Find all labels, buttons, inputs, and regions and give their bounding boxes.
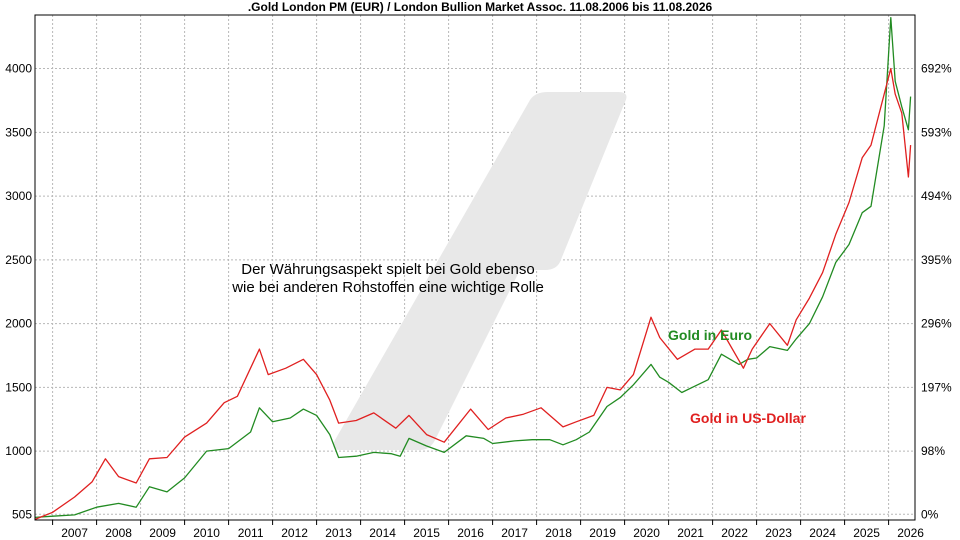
x-tick-label: 2023	[765, 526, 792, 540]
y-tick-left: 2500	[5, 253, 32, 267]
x-tick-label: 2015	[413, 526, 440, 540]
x-tick-label: 2022	[721, 526, 748, 540]
x-tick-label: 2025	[853, 526, 880, 540]
x-tick-label: 2026	[897, 526, 924, 540]
y-tick-left: 3500	[5, 125, 32, 139]
annotation-line-1: Der Währungsaspekt spielt bei Gold ebens…	[241, 261, 535, 278]
x-tick-label: 2011	[238, 526, 264, 540]
y-tick-right: 494%	[921, 189, 952, 203]
y-tick-left: 1000	[5, 444, 32, 458]
y-tick-left: 505	[12, 507, 32, 521]
x-tick-label: 2016	[457, 526, 484, 540]
plot-frame	[34, 14, 916, 521]
series-layer	[34, 16, 912, 521]
y-tick-right: 0%	[921, 507, 939, 521]
x-tick-label: 2010	[193, 526, 220, 540]
x-axis: 2007 2008 2009 2010 2011 2012 2013 2014 2015 2016…	[52, 520, 924, 540]
y-tick-left: 2000	[5, 317, 32, 331]
x-tick-label: 2007	[61, 526, 88, 540]
series-label-euro: Gold in Euro	[668, 327, 752, 343]
y-tick-right: 593%	[921, 125, 952, 139]
y-tick-left: 3000	[5, 189, 32, 203]
y-tick-right: 197%	[921, 380, 952, 394]
x-tick-label: 2008	[105, 526, 132, 540]
x-tick-label: 2019	[589, 526, 616, 540]
series-label-usd: Gold in US-Dollar	[690, 410, 806, 426]
x-tick-label: 2013	[325, 526, 352, 540]
x-tick-label: 2020	[633, 526, 660, 540]
x-tick-label: 2009	[149, 526, 176, 540]
x-tick-label: 2012	[281, 526, 308, 540]
x-tick-label: 2021	[677, 526, 704, 540]
x-tick-label: 2014	[369, 526, 396, 540]
chart-title: .Gold London PM (EUR) / London Bullion M…	[248, 0, 713, 14]
y-tick-right: 395%	[921, 253, 952, 267]
x-tick-label: 2024	[809, 526, 836, 540]
series-line-euro	[34, 16, 912, 519]
series-line-usd	[34, 67, 912, 521]
x-tick-label: 2017	[501, 526, 528, 540]
y-axis-right: 0% 98% 197% 296% 395% 494% 593% 692%	[921, 62, 952, 522]
x-tick-label: 2018	[545, 526, 572, 540]
y-axis-left: 505 1000 1500 2000 2500 3000 3500 4000	[5, 62, 32, 522]
watermark-slash-logo	[333, 92, 627, 450]
y-tick-right: 296%	[921, 317, 952, 331]
y-tick-left: 4000	[5, 62, 32, 76]
y-tick-left: 1500	[5, 380, 32, 394]
annotation-line-2: wie bei anderen Rohstoffen eine wichtige…	[231, 279, 544, 296]
y-tick-right: 692%	[921, 62, 952, 76]
y-tick-right: 98%	[921, 444, 945, 458]
